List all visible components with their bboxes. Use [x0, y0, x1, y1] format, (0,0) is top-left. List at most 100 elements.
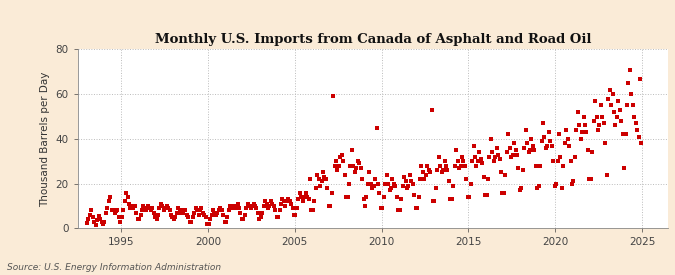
- Point: [277, 197, 288, 201]
- Point: [369, 184, 379, 188]
- Point: [109, 210, 120, 215]
- Point: [345, 163, 356, 168]
- Point: [157, 204, 167, 208]
- Point: [460, 163, 470, 168]
- Point: [261, 202, 272, 206]
- Point: [568, 179, 579, 183]
- Point: [531, 163, 541, 168]
- Point: [270, 208, 281, 213]
- Y-axis label: Thousand Barrels per Day: Thousand Barrels per Day: [40, 71, 50, 207]
- Point: [222, 215, 233, 219]
- Point: [466, 159, 477, 163]
- Point: [558, 163, 569, 168]
- Point: [520, 128, 531, 132]
- Point: [441, 163, 452, 168]
- Point: [523, 150, 534, 155]
- Point: [365, 182, 376, 186]
- Point: [421, 172, 431, 177]
- Point: [590, 99, 601, 103]
- Point: [400, 179, 411, 183]
- Point: [228, 206, 239, 210]
- Point: [554, 132, 564, 137]
- Point: [328, 94, 339, 99]
- Point: [393, 208, 404, 213]
- Point: [294, 190, 305, 195]
- Point: [112, 208, 123, 213]
- Point: [374, 190, 385, 195]
- Point: [130, 204, 140, 208]
- Point: [255, 215, 266, 219]
- Point: [464, 195, 475, 199]
- Point: [335, 155, 346, 159]
- Point: [238, 217, 249, 222]
- Point: [367, 186, 377, 190]
- Point: [629, 114, 640, 119]
- Point: [101, 210, 111, 215]
- Point: [316, 179, 327, 183]
- Point: [604, 87, 615, 92]
- Point: [187, 215, 198, 219]
- Point: [259, 204, 269, 208]
- Point: [340, 172, 350, 177]
- Point: [140, 206, 151, 210]
- Point: [624, 67, 635, 72]
- Point: [252, 210, 263, 215]
- Point: [454, 166, 464, 170]
- Point: [413, 195, 424, 199]
- Point: [230, 206, 240, 210]
- Point: [551, 182, 562, 186]
- Point: [302, 195, 313, 199]
- Point: [403, 184, 414, 188]
- Point: [465, 182, 476, 186]
- Point: [284, 199, 295, 204]
- Text: Source: U.S. Energy Information Administration: Source: U.S. Energy Information Administ…: [7, 263, 221, 272]
- Point: [355, 166, 366, 170]
- Point: [507, 152, 518, 157]
- Point: [244, 204, 254, 208]
- Point: [279, 199, 290, 204]
- Point: [364, 170, 375, 175]
- Point: [173, 206, 184, 210]
- Point: [245, 206, 256, 210]
- Point: [264, 204, 275, 208]
- Point: [192, 208, 202, 213]
- Point: [627, 103, 638, 108]
- Title: Monthly U.S. Imports from Canada of Asphalt and Road Oil: Monthly U.S. Imports from Canada of Asph…: [155, 32, 591, 46]
- Point: [315, 184, 325, 188]
- Point: [593, 128, 603, 132]
- Point: [354, 161, 364, 166]
- Point: [599, 121, 610, 125]
- Point: [361, 195, 372, 199]
- Point: [522, 141, 533, 145]
- Point: [202, 222, 213, 226]
- Point: [636, 141, 647, 145]
- Point: [475, 157, 486, 161]
- Point: [387, 177, 398, 181]
- Point: [225, 204, 236, 208]
- Point: [136, 208, 147, 213]
- Point: [221, 219, 232, 224]
- Point: [159, 208, 169, 213]
- Point: [126, 204, 137, 208]
- Point: [433, 155, 444, 159]
- Point: [562, 137, 573, 141]
- Point: [591, 114, 602, 119]
- Point: [439, 159, 450, 163]
- Point: [504, 145, 515, 150]
- Point: [526, 137, 537, 141]
- Point: [564, 143, 574, 148]
- Point: [448, 184, 459, 188]
- Point: [82, 221, 92, 225]
- Point: [601, 172, 612, 177]
- Point: [560, 141, 570, 145]
- Point: [248, 202, 259, 206]
- Point: [613, 99, 624, 103]
- Point: [389, 182, 400, 186]
- Point: [383, 182, 394, 186]
- Point: [164, 208, 175, 213]
- Point: [265, 199, 276, 204]
- Point: [429, 199, 440, 204]
- Point: [167, 215, 178, 219]
- Point: [572, 110, 583, 114]
- Point: [240, 213, 250, 217]
